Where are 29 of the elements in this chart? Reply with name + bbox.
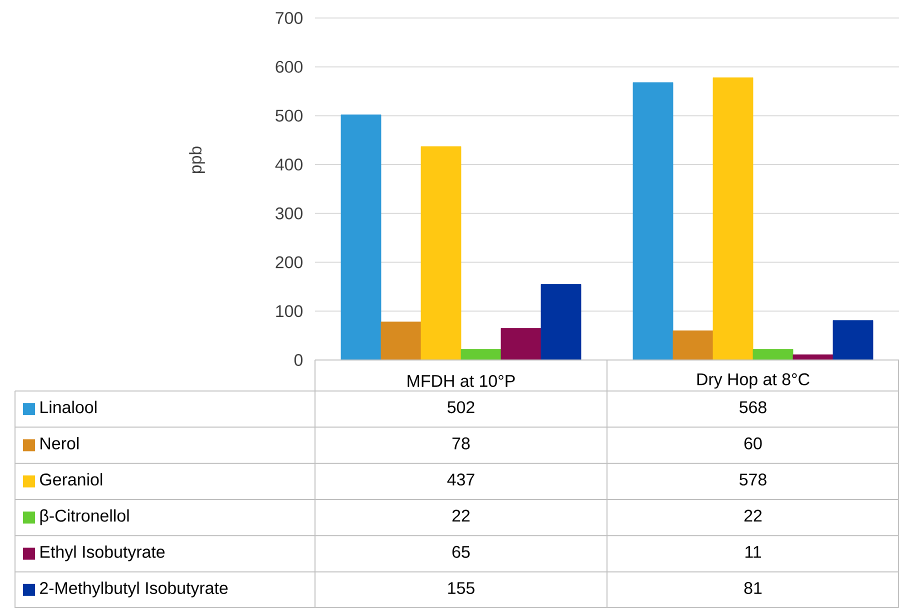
data-label: 568 [740,401,766,414]
legend-label: Ethyl Isobutyrate [40,545,165,562]
data-label: 502 [448,401,474,414]
legend-label: β-Citronellol [40,509,129,526]
legend-label: Geraniol [40,473,102,486]
legend-label: Nerol [40,436,79,450]
data-label: 22 [452,510,470,522]
data-label: 437 [447,474,474,486]
y-tick-label: 200 [276,256,303,268]
data-label: 78 [452,437,470,450]
data-label: 81 [744,582,762,594]
y-tick-label: 0 [294,354,303,366]
y-tick-label: 300 [276,207,303,220]
data-label: 11 [746,546,761,558]
legend-label: 2-Methylbutyl Isobutyrate [40,582,228,598]
y-tick-label: 500 [276,110,303,122]
data-label: 60 [744,437,762,450]
y-tick-label: 600 [276,60,303,73]
legend-label: Linalool [40,400,96,414]
y-tick-label: 400 [275,158,303,171]
data-label: 155 [448,582,474,594]
y-tick-label: 700 [276,12,303,24]
y-tick-label: 100 [276,305,303,318]
x-tick-label: Dry Hop at 8°C [697,373,810,389]
data-label: 65 [452,546,470,558]
y-axis-title: ppb [189,146,205,174]
data-label: 578 [740,474,766,486]
x-tick-label: MFDH at 10°P [408,374,515,387]
data-label: 22 [744,510,762,522]
